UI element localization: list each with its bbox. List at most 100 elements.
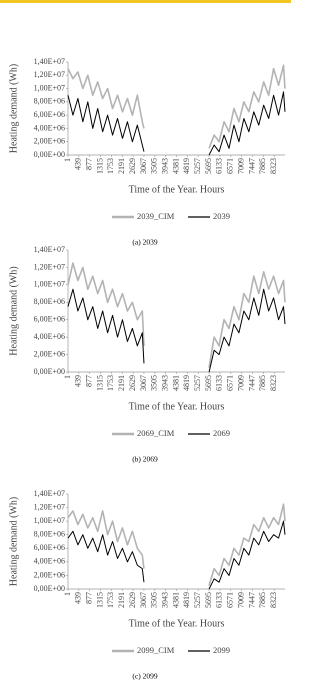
y-tick-label: 6,00E+06 [34, 315, 65, 324]
y-axis-title: Heating demand (Wh) [8, 266, 19, 355]
y-tick-label: 6,00E+06 [34, 110, 65, 119]
y-tick-label: 2,00E+06 [34, 137, 65, 146]
x-tick-label: 2629 [128, 592, 137, 608]
y-tick-label: 4,00E+06 [34, 332, 65, 341]
caption: (c) 2099 [132, 672, 157, 681]
y-tick-label: 0,00E+00 [34, 367, 65, 376]
legend-label: 2069_CIM [137, 428, 175, 438]
x-tick-label: 1 [63, 592, 72, 596]
y-tick-label: 8,00E+06 [34, 530, 65, 539]
legend-label: 2099 [213, 645, 230, 655]
y-tick-label: 2,00E+06 [34, 349, 65, 358]
x-tick-label: 1315 [95, 158, 104, 174]
x-tick-label: 2191 [117, 592, 126, 608]
series-line [67, 64, 286, 149]
caption: (b) 2069 [132, 455, 158, 464]
x-tick-label: 5257 [193, 592, 202, 608]
x-tick-label: 3505 [150, 158, 159, 174]
x-tick-label: 4381 [171, 375, 180, 391]
series-line [67, 288, 286, 373]
x-axis-title: Time of the Year. Hours [129, 401, 225, 412]
x-tick-label: 7885 [258, 375, 267, 391]
series-line [67, 262, 286, 368]
y-tick-label: 4,00E+06 [34, 557, 65, 566]
x-tick-label: 8323 [269, 592, 278, 608]
x-tick-label: 4819 [182, 158, 191, 174]
y-tick-label: 1,20E+07 [34, 502, 65, 511]
y-tick-label: 1,00E+07 [34, 516, 65, 525]
x-tick-label: 6133 [215, 158, 224, 174]
y-tick-label: 8,00E+06 [34, 97, 65, 106]
x-tick-label: 1315 [95, 592, 104, 608]
x-tick-label: 5257 [193, 375, 202, 391]
y-tick-label: 6,00E+06 [34, 543, 65, 552]
x-tick-label: 3505 [150, 375, 159, 391]
y-tick-label: 1,00E+07 [34, 280, 65, 289]
x-axis-title: Time of the Year. Hours [129, 184, 225, 195]
x-tick-label: 877 [85, 375, 94, 387]
x-tick-label: 2629 [128, 375, 137, 391]
x-tick-label: 5695 [204, 375, 213, 391]
x-tick-label: 1753 [106, 592, 115, 608]
x-tick-label: 7447 [247, 375, 256, 391]
y-tick-label: 1,00E+07 [34, 83, 65, 92]
x-tick-label: 877 [85, 592, 94, 604]
y-tick-label: 0,00E+00 [34, 584, 65, 593]
x-tick-label: 5695 [204, 592, 213, 608]
y-axis-title: Heating demand (Wh) [8, 497, 19, 586]
y-tick-label: 8,00E+06 [34, 297, 65, 306]
x-tick-label: 3943 [160, 375, 169, 391]
series-line [67, 91, 286, 156]
y-tick-label: 0,00E+00 [34, 150, 65, 159]
x-tick-label: 1753 [106, 375, 115, 391]
figure: 0,00E+00 2,00E+06 4,00E+06 6,00E+06 8,00E+06… [0, 0, 291, 681]
x-tick-label: 439 [74, 375, 83, 387]
legend-label: 2039 [213, 211, 230, 221]
y-tick-label: 2,00E+06 [34, 570, 65, 579]
x-tick-label: 2629 [128, 158, 137, 174]
x-tick-label: 5695 [204, 158, 213, 174]
top-bar [0, 0, 291, 3]
x-tick-label: 3067 [139, 158, 148, 174]
series-line [67, 520, 286, 590]
x-tick-label: 1753 [106, 158, 115, 174]
x-tick-label: 5257 [193, 158, 202, 174]
caption: (a) 2039 [132, 238, 157, 247]
y-tick-label: 1,20E+07 [34, 70, 65, 79]
x-axis-title: Time of the Year. Hours [129, 618, 225, 629]
x-tick-label: 1 [63, 158, 72, 162]
legend-label: 2099_CIM [137, 645, 175, 655]
x-tick-label: 7447 [247, 158, 256, 174]
y-tick-label: 4,00E+06 [34, 123, 65, 132]
y-tick-label: 1,40E+07 [34, 245, 65, 254]
x-tick-label: 6133 [215, 375, 224, 391]
x-tick-label: 6571 [226, 592, 235, 608]
legend-label: 2069 [213, 428, 230, 438]
legend-label: 2039_CIM [137, 211, 175, 221]
y-tick-label: 1,40E+07 [34, 489, 65, 498]
x-tick-label: 1315 [95, 375, 104, 391]
x-tick-label: 3505 [150, 592, 159, 608]
x-tick-label: 2191 [117, 158, 126, 174]
x-tick-label: 4819 [182, 592, 191, 608]
y-tick-label: 1,40E+07 [34, 57, 65, 66]
x-tick-label: 3943 [160, 158, 169, 174]
x-tick-label: 4381 [171, 592, 180, 608]
x-tick-label: 3943 [160, 592, 169, 608]
y-axis-title: Heating demand (Wh) [8, 64, 19, 153]
series-line [67, 503, 286, 586]
x-tick-label: 8323 [269, 375, 278, 391]
x-tick-label: 7885 [258, 592, 267, 608]
x-tick-label: 439 [74, 592, 83, 604]
x-tick-label: 7009 [236, 158, 245, 174]
x-tick-label: 7009 [236, 592, 245, 608]
x-tick-label: 4381 [171, 158, 180, 174]
y-tick-label: 1,20E+07 [34, 262, 65, 271]
x-tick-label: 8323 [269, 158, 278, 174]
x-tick-label: 3067 [139, 592, 148, 608]
x-tick-label: 6571 [226, 375, 235, 391]
x-tick-label: 6571 [226, 158, 235, 174]
x-tick-label: 3067 [139, 375, 148, 391]
x-tick-label: 439 [74, 158, 83, 170]
x-tick-label: 877 [85, 158, 94, 170]
